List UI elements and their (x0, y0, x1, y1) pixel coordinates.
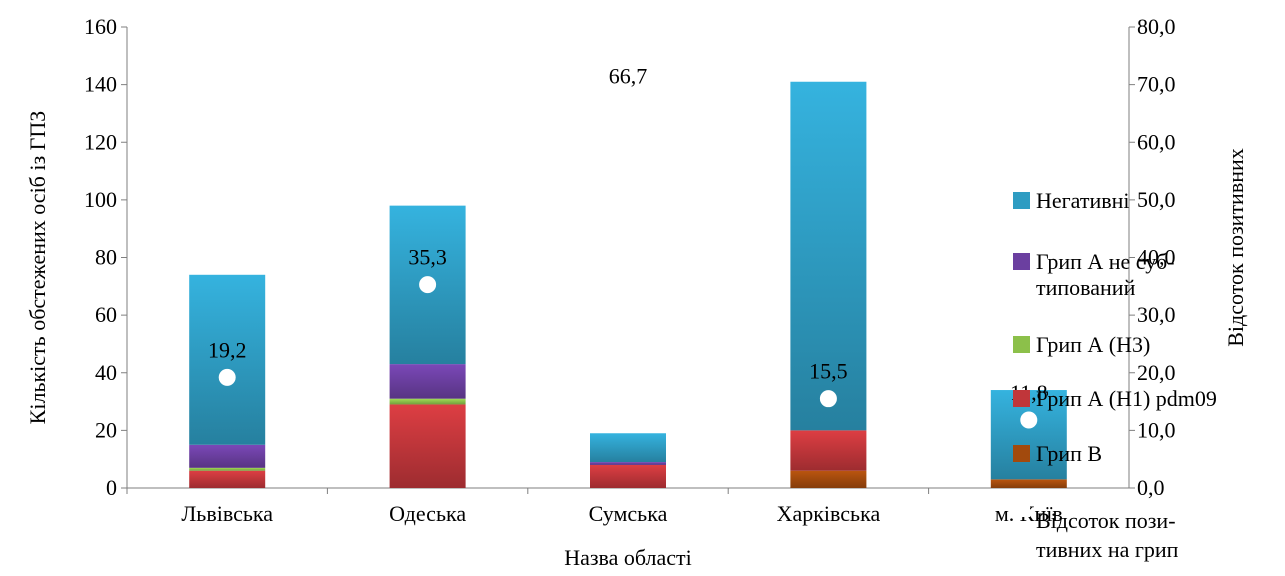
y-tick-label: 120 (84, 129, 117, 154)
x-axis-title: Назва області (564, 545, 692, 570)
y2-axis-title: Відсоток позитивних (1223, 148, 1248, 347)
x-tick-label: Львівська (181, 501, 273, 526)
bar-segment (389, 404, 466, 488)
y-axis-title: Кількість обстежених осіб із ГПЗ (25, 111, 50, 425)
percent-data-label: 35,3 (408, 245, 447, 270)
y2-tick-label: 40,0 (1137, 245, 1176, 270)
x-tick-label: Одеська (389, 501, 466, 526)
y2-tick-label: 30,0 (1137, 302, 1176, 327)
legend-swatch (1013, 336, 1030, 353)
y2-tick-label: 60,0 (1137, 129, 1176, 154)
y-tick-label: 0 (106, 475, 117, 500)
percent-point (619, 95, 637, 113)
legend-swatch (1013, 253, 1030, 270)
bar-segment (590, 462, 666, 465)
bar-segment (990, 479, 1067, 488)
y2-tick-label: 0,0 (1137, 475, 1165, 500)
legend-label: Грип В (1036, 441, 1102, 466)
bar-segment (189, 467, 266, 471)
legend-swatch (1013, 390, 1030, 407)
legend-label: типований (1036, 275, 1136, 300)
legend-label: Грип А (H3) (1036, 332, 1150, 357)
y-tick-label: 40 (95, 360, 117, 385)
y-tick-label: 80 (95, 245, 117, 270)
legend-label: Грип А не суб- (1036, 249, 1175, 274)
bar-segment (790, 430, 867, 471)
y-tick-label: 160 (84, 14, 117, 39)
bar-segment (790, 470, 867, 488)
x-tick-label: Харківська (777, 501, 881, 526)
y2-tick-label: 10,0 (1137, 417, 1176, 442)
bar-segment (590, 464, 666, 488)
bar-segment (389, 398, 466, 405)
bar-segment (189, 470, 266, 488)
legend-swatch (1013, 192, 1030, 209)
y2-tick-label: 50,0 (1137, 187, 1176, 212)
y2-tick-label: 80,0 (1137, 14, 1176, 39)
y-tick-label: 20 (95, 417, 117, 442)
bar-segment (389, 364, 466, 399)
bar-segment (590, 433, 666, 463)
bar-segment (189, 444, 266, 468)
percent-point (218, 368, 236, 386)
legend-label: Грип А (H1) pdm09 (1036, 386, 1217, 411)
legend-swatch (1013, 445, 1030, 462)
percent-point (1020, 411, 1038, 429)
percent-data-label: 15,5 (809, 359, 848, 384)
y2-tick-label: 20,0 (1137, 360, 1176, 385)
legend-swatch (1013, 500, 1030, 517)
percent-data-label: 19,2 (208, 337, 247, 362)
legend-label: тивних на грип (1036, 537, 1179, 562)
y2-tick-label: 70,0 (1137, 72, 1176, 97)
percent-data-label: 66,7 (609, 64, 648, 89)
x-tick-label: Сумська (589, 501, 668, 526)
percent-point (819, 390, 837, 408)
y-tick-label: 140 (84, 72, 117, 97)
percent-point (419, 276, 437, 294)
bar-segment (189, 274, 266, 445)
y-tick-label: 60 (95, 302, 117, 327)
legend-label: Негативні (1036, 188, 1130, 213)
y-tick-label: 100 (84, 187, 117, 212)
legend-label: Відсоток пози- (1036, 508, 1176, 533)
bar-segment (790, 81, 867, 431)
